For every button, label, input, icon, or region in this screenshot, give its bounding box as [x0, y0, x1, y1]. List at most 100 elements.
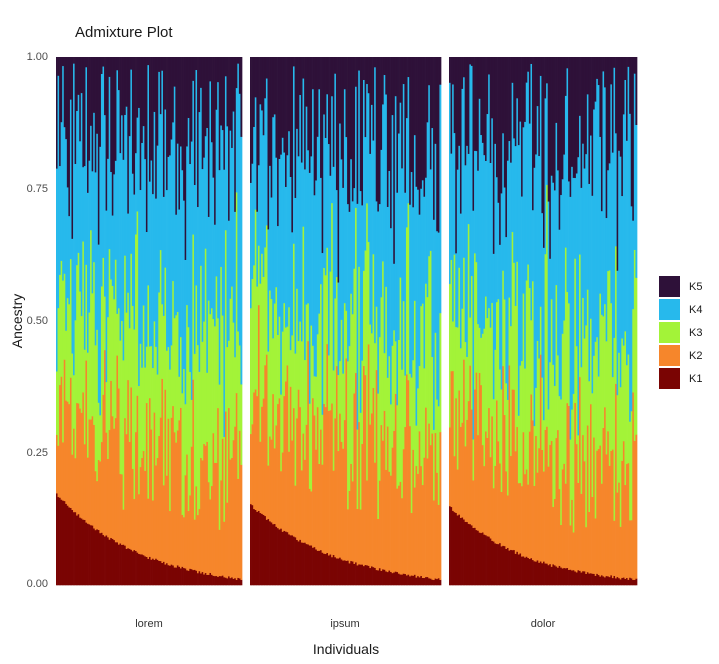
- bar-segment-k5: [347, 57, 350, 205]
- bar-segment-k4: [288, 130, 291, 308]
- bar-segment-k4: [331, 95, 334, 204]
- bar-segment-k1: [577, 569, 580, 586]
- bar-segment-k2: [553, 498, 556, 566]
- bar-segment-k4: [156, 145, 159, 375]
- bar-segment-k3: [588, 380, 591, 513]
- bar-segment-k5: [178, 57, 181, 210]
- bar-segment-k1: [119, 543, 122, 586]
- bar-segment-k3: [516, 261, 519, 428]
- bar-segment-k4: [399, 102, 402, 278]
- bar-segment-k4: [458, 145, 461, 268]
- bar-segment-k5: [324, 57, 327, 138]
- bar-segment-k2: [455, 398, 458, 513]
- bar-segment-k5: [597, 57, 600, 86]
- bar-segment-k1: [184, 568, 187, 586]
- bar-segment-k5: [181, 57, 184, 171]
- bar-segment-k2: [425, 407, 428, 578]
- bar-segment-k2: [363, 365, 365, 567]
- bar-segment-k5: [508, 57, 511, 142]
- bar-segment-k2: [532, 420, 534, 561]
- bar-segment-k5: [147, 57, 150, 66]
- bar-segment-k3: [155, 346, 158, 466]
- bar-segment-k4: [459, 213, 462, 349]
- bar-segment-k1: [350, 560, 353, 586]
- bar-segment-k4: [359, 190, 362, 413]
- bar-segment-k1: [488, 536, 491, 586]
- bar-segment-k2: [374, 462, 377, 568]
- bar-segment-k4: [80, 92, 83, 317]
- bar-segment-k4: [166, 189, 168, 351]
- bar-segment-k5: [469, 57, 472, 65]
- bar-segment-k5: [436, 57, 439, 232]
- bar-segment-k3: [525, 280, 528, 470]
- bar-segment-k5: [57, 57, 60, 76]
- bar-segment-k5: [138, 57, 141, 108]
- bar-segment-k1: [124, 545, 127, 586]
- bar-segment-k2: [62, 442, 65, 501]
- bar-segment-k4: [183, 200, 185, 370]
- bar-segment-k3: [265, 225, 268, 355]
- bar-segment-k2: [294, 485, 297, 538]
- bar-segment-k4: [223, 169, 226, 438]
- bar-segment-k3: [599, 293, 602, 446]
- bar-segment-k5: [254, 57, 257, 98]
- bar-segment-k1: [220, 575, 223, 586]
- bar-segment-k4: [212, 177, 215, 320]
- bar-segment-k2: [164, 389, 167, 565]
- bar-segment-k1: [221, 575, 224, 586]
- bar-segment-k5: [332, 57, 335, 167]
- bar-segment-k4: [372, 140, 375, 255]
- bar-segment-k1: [186, 570, 189, 586]
- bar-segment-k4: [57, 75, 60, 309]
- bar-segment-k2: [99, 461, 102, 534]
- bar-segment-k2: [569, 525, 572, 570]
- bar-segment-k1: [566, 567, 569, 586]
- bar-segment-k3: [190, 399, 193, 447]
- bar-segment-k2: [494, 465, 497, 544]
- bar-segment-k1: [630, 578, 633, 586]
- bar-segment-k5: [211, 57, 213, 143]
- bar-segment-k5: [591, 57, 594, 196]
- bar-segment-k2: [385, 469, 388, 572]
- bar-segment-k2: [544, 429, 547, 564]
- bar-segment-k1: [302, 542, 305, 586]
- bar-segment-k5: [186, 57, 189, 147]
- bar-segment-k3: [321, 414, 324, 465]
- bar-segment-k5: [234, 57, 237, 212]
- bar-segment-k2: [500, 491, 503, 547]
- bar-segment-k2: [434, 432, 437, 579]
- bar-segment-k4: [318, 88, 321, 314]
- bar-segment-k4: [169, 155, 172, 370]
- bar-segment-k5: [310, 57, 313, 157]
- bar-segment-k3: [348, 345, 351, 491]
- bar-segment-k5: [334, 57, 337, 74]
- bar-segment-k5: [560, 57, 563, 196]
- legend: K5 K4 K3 K2 K1: [659, 275, 702, 390]
- bar-segment-k1: [618, 577, 621, 586]
- bar-segment-k1: [450, 506, 453, 586]
- bar-segment-k5: [577, 57, 580, 158]
- bar-segment-k3: [193, 353, 196, 520]
- bar-segment-k5: [543, 57, 545, 248]
- bar-segment-k3: [615, 246, 617, 384]
- bar-segment-k3: [83, 349, 86, 445]
- bar-segment-k5: [184, 57, 187, 260]
- bar-segment-k2: [198, 508, 201, 572]
- bar-segment-k2: [503, 414, 506, 547]
- bar-segment-k5: [558, 57, 561, 230]
- bar-segment-k5: [262, 57, 265, 136]
- bar-segment-k2: [431, 433, 434, 580]
- bar-segment-k1: [527, 557, 530, 586]
- bar-segment-k3: [110, 279, 113, 381]
- bar-segment-k4: [622, 114, 625, 346]
- bar-segment-k2: [535, 435, 538, 562]
- bar-segment-k5: [65, 57, 68, 140]
- bar-segment-k2: [262, 398, 265, 515]
- bar-segment-k1: [401, 574, 404, 586]
- bar-segment-k1: [99, 532, 102, 586]
- bar-segment-k3: [296, 288, 299, 419]
- legend-swatch: [659, 276, 680, 297]
- bar-segment-k4: [99, 146, 102, 416]
- bar-segment-k3: [105, 381, 108, 433]
- bar-segment-k1: [316, 550, 319, 586]
